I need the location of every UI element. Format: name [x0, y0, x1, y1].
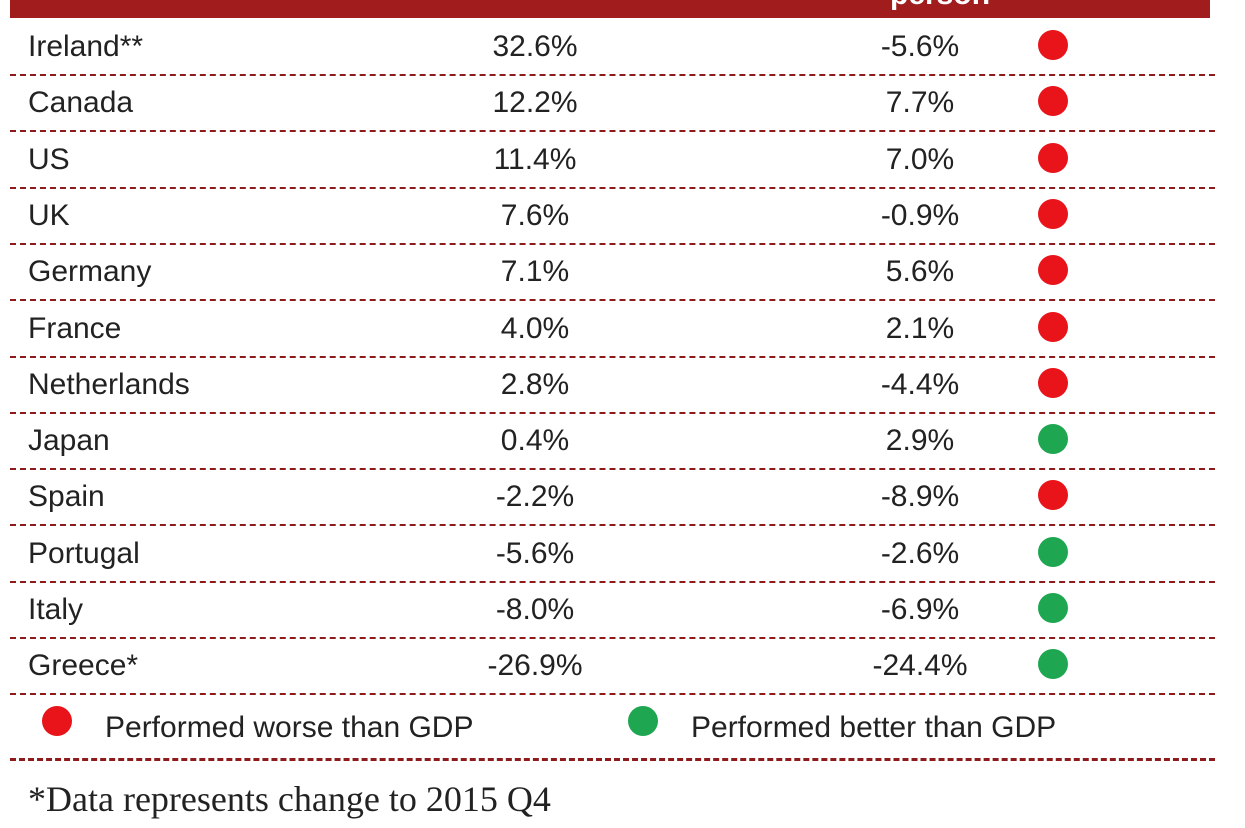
country: Japan — [28, 424, 110, 458]
row-divider — [10, 186, 1215, 189]
country: US — [28, 142, 70, 176]
status-dot — [1038, 255, 1068, 286]
country: Ireland** — [28, 30, 144, 63]
value: -2.6% — [880, 536, 960, 570]
value: 7.1% — [500, 255, 570, 289]
value: -6.9% — [880, 593, 960, 626]
country: UK — [28, 198, 70, 232]
value: 4.0% — [500, 311, 570, 345]
status-dot — [1038, 86, 1068, 117]
row-divider — [10, 411, 1215, 414]
status-dot — [1038, 536, 1068, 567]
value: 12.2% — [492, 86, 578, 120]
value: -8.9% — [880, 480, 960, 514]
country: Spain — [28, 480, 105, 514]
value: 7.0% — [885, 142, 955, 176]
row-divider — [10, 130, 1215, 133]
country: France — [28, 311, 122, 345]
country: Netherlands — [28, 367, 190, 401]
value: 7.7% — [885, 86, 955, 120]
value: 32.6% — [492, 30, 578, 63]
country: Greece* — [28, 649, 139, 683]
country: Italy — [28, 593, 84, 626]
value: -5.6% — [880, 30, 960, 63]
row-divider — [10, 524, 1215, 527]
value: -4.4% — [880, 367, 960, 401]
status-dot — [1038, 593, 1068, 623]
legend-label: Performed better than GDP — [691, 711, 1057, 744]
legend-divider — [10, 758, 1215, 761]
value: -5.6% — [495, 536, 575, 570]
value: -2.2% — [495, 480, 575, 514]
value: 2.8% — [500, 367, 570, 401]
header-title: person — [890, 0, 990, 12]
value: -26.9% — [487, 649, 583, 683]
value: 2.9% — [885, 424, 955, 458]
value: -8.0% — [495, 593, 575, 626]
legend-label: Performed worse than GDP — [105, 711, 474, 744]
value: 11.4% — [493, 142, 577, 176]
status-dot — [1038, 30, 1068, 60]
legend-dot — [628, 706, 658, 736]
header-bar: person — [10, 0, 1210, 18]
value: -0.9% — [880, 198, 960, 232]
value: 0.4% — [500, 424, 570, 458]
value: 5.6% — [885, 255, 955, 289]
value: 2.1% — [885, 311, 955, 345]
status-dot — [1038, 480, 1068, 511]
row-divider — [10, 355, 1215, 358]
row-divider — [10, 242, 1215, 245]
footnote: *Data represents change to 2015 Q4 — [28, 779, 551, 819]
row-divider — [10, 637, 1215, 639]
status-dot — [1038, 142, 1068, 173]
row-divider — [10, 580, 1215, 583]
value: -24.4% — [872, 649, 968, 683]
country: Germany — [28, 255, 152, 289]
status-dot — [1038, 367, 1068, 398]
status-dot — [1038, 649, 1068, 680]
row-divider — [10, 299, 1215, 302]
row-divider — [10, 693, 1215, 696]
row-divider — [10, 74, 1215, 76]
status-dot — [1038, 424, 1068, 455]
country: Canada — [28, 86, 134, 120]
row-divider — [10, 468, 1215, 471]
country: Portugal — [28, 536, 140, 570]
status-dot — [1038, 198, 1068, 229]
value: 7.6% — [500, 198, 570, 232]
status-dot — [1038, 311, 1068, 342]
legend-dot — [42, 706, 72, 736]
